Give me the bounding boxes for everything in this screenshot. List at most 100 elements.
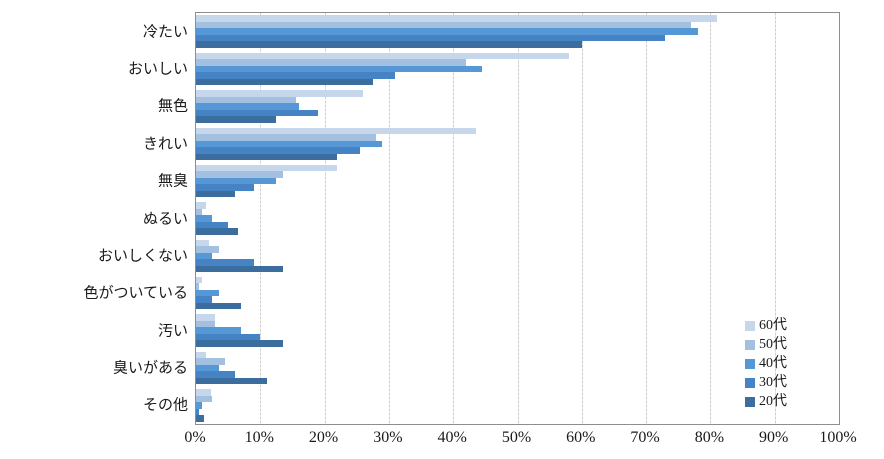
bar bbox=[196, 265, 283, 273]
gridline bbox=[388, 13, 390, 424]
bar bbox=[196, 90, 364, 97]
category-label: ぬるい bbox=[142, 211, 188, 227]
bar bbox=[196, 351, 206, 359]
gridline bbox=[646, 13, 648, 424]
bar bbox=[196, 327, 241, 334]
bar bbox=[196, 239, 209, 247]
bar bbox=[196, 147, 360, 154]
bar bbox=[196, 15, 717, 22]
bar bbox=[196, 72, 396, 79]
category-label: 汚い bbox=[157, 323, 188, 340]
legend-swatch-icon bbox=[745, 339, 755, 350]
category-group bbox=[196, 125, 839, 162]
x-axis-tick-label: 50% bbox=[501, 429, 532, 446]
category-axis-labels: 冷たい おいしい 無色 きれい 無臭 ぬるい おいしくない 色がついている 汚い 臭いがある その他 bbox=[0, 12, 188, 425]
gridline bbox=[517, 13, 519, 424]
bar bbox=[196, 333, 261, 341]
bar bbox=[196, 259, 254, 266]
bar bbox=[196, 302, 241, 310]
bar bbox=[196, 140, 383, 147]
bar bbox=[196, 52, 569, 60]
bar bbox=[196, 59, 467, 66]
bar bbox=[196, 41, 582, 48]
x-axis-tick-label: 60% bbox=[566, 429, 596, 446]
legend-entry: 30代 bbox=[745, 373, 787, 392]
bar bbox=[196, 221, 229, 229]
category-group bbox=[196, 13, 839, 50]
category-label: 色がついている bbox=[83, 285, 188, 302]
category-label: おいしい bbox=[127, 61, 188, 78]
bar bbox=[196, 289, 219, 297]
category-group bbox=[196, 312, 839, 349]
legend-entry: 60代 bbox=[745, 316, 787, 335]
category-label: 無臭 bbox=[157, 173, 188, 190]
category-group bbox=[196, 50, 839, 87]
bar bbox=[196, 320, 216, 328]
category-group bbox=[196, 387, 839, 424]
category-label: きれい bbox=[142, 136, 188, 153]
bar bbox=[196, 402, 203, 409]
bar bbox=[196, 116, 277, 123]
x-axis-tick-label: 20% bbox=[308, 429, 339, 446]
bar bbox=[196, 21, 692, 29]
bar bbox=[196, 184, 254, 191]
bar bbox=[196, 364, 219, 372]
legend-label: 20代 bbox=[759, 393, 787, 409]
bar bbox=[196, 153, 338, 160]
plot-area: 60代 50代 40代 30代 20代 bbox=[195, 12, 840, 425]
bar bbox=[196, 215, 213, 222]
legend-label: 60代 bbox=[759, 317, 787, 333]
x-axis-tick-label: 80% bbox=[694, 429, 725, 446]
bar bbox=[196, 96, 296, 104]
category-group bbox=[196, 88, 839, 125]
x-axis-tick-label: 70% bbox=[630, 429, 660, 446]
bar bbox=[196, 283, 200, 290]
bar bbox=[196, 371, 235, 378]
bar bbox=[196, 171, 283, 178]
category-group bbox=[196, 349, 839, 386]
category-group bbox=[196, 237, 839, 274]
category-label: 冷たい bbox=[142, 24, 188, 41]
legend-entry: 20代 bbox=[745, 392, 787, 411]
legend-entry: 40代 bbox=[745, 354, 787, 373]
legend: 60代 50代 40代 30代 20代 bbox=[745, 316, 787, 411]
legend-label: 30代 bbox=[759, 374, 787, 390]
x-axis-tick-label: 40% bbox=[437, 429, 467, 446]
category-label: おいしくない bbox=[97, 248, 188, 265]
legend-swatch-icon bbox=[745, 320, 755, 331]
category-label: その他 bbox=[142, 397, 188, 414]
category-group bbox=[196, 200, 839, 237]
gridline bbox=[710, 13, 712, 424]
bar bbox=[196, 340, 283, 347]
bar bbox=[196, 276, 203, 284]
x-axis-tick-label: 30% bbox=[373, 429, 403, 446]
bar bbox=[196, 228, 238, 235]
bar bbox=[196, 252, 213, 260]
bar bbox=[196, 109, 319, 117]
bar bbox=[196, 28, 698, 35]
bar bbox=[196, 358, 225, 365]
bar bbox=[196, 177, 277, 185]
bar bbox=[196, 164, 338, 172]
gridline bbox=[581, 13, 583, 424]
bar bbox=[196, 78, 373, 86]
bar bbox=[196, 127, 476, 134]
bar bbox=[196, 34, 666, 42]
bar bbox=[196, 208, 203, 216]
bar bbox=[196, 202, 206, 209]
bar bbox=[196, 246, 219, 253]
gridline bbox=[453, 13, 455, 424]
category-label: 臭いがある bbox=[112, 360, 188, 377]
gridline bbox=[324, 13, 326, 424]
bar bbox=[196, 389, 211, 396]
bar bbox=[196, 103, 299, 110]
x-axis-tick-label: 100% bbox=[819, 429, 857, 446]
bar bbox=[196, 415, 205, 422]
legend-label: 40代 bbox=[759, 355, 787, 371]
x-axis-tick-label: 10% bbox=[244, 429, 274, 446]
legend-label: 50代 bbox=[759, 336, 787, 352]
bar bbox=[196, 408, 200, 416]
bar bbox=[196, 395, 213, 403]
x-axis-tick-label: 0% bbox=[184, 429, 206, 446]
